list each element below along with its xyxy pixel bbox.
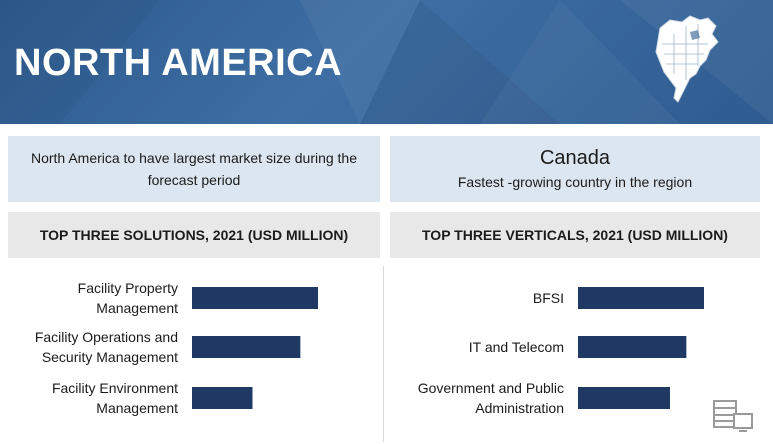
- bar-charts: Facility Property Management Facility Oper…: [35, 280, 704, 416]
- solutions-category-label-0-1: Management: [96, 300, 178, 316]
- verticals-category-label-0-0: BFSI: [533, 290, 564, 306]
- solutions-category-label-1-0: Facility Operations and: [35, 329, 178, 345]
- country-box: Canada Fastest -growing country in the r…: [390, 136, 760, 202]
- verticals-category-label-2-0: Government and Public: [418, 380, 564, 396]
- solutions-bar-2: [192, 387, 253, 409]
- country-name: Canada: [539, 147, 611, 169]
- chart-divider: [383, 266, 384, 442]
- solutions-chart-title: TOP THREE SOLUTIONS, 2021 (USD MILLION): [39, 227, 349, 243]
- solutions-bar-1: [192, 336, 301, 358]
- solutions-category-label-2-0: Facility Environment: [52, 380, 178, 396]
- north-america-map-icon: [655, 15, 719, 103]
- banner-pattern: [0, 0, 773, 124]
- solutions-bar-0: [192, 287, 318, 309]
- verticals-bar-1: [578, 336, 687, 358]
- verticals-title-box: TOP THREE VERTICALS, 2021 (USD MILLION): [390, 212, 760, 258]
- solutions-category-label-0-0: Facility Property: [78, 280, 178, 296]
- solutions-category-label-2-1: Management: [96, 400, 178, 416]
- country-subtitle: Fastest -growing country in the region: [457, 174, 693, 190]
- verticals-bar-0: [578, 287, 704, 309]
- solutions-title-box: TOP THREE SOLUTIONS, 2021 (USD MILLION): [8, 212, 380, 258]
- verticals-category-label-1-0: IT and Telecom: [469, 339, 564, 355]
- header-banner: NORTH AMERICA: [0, 0, 773, 124]
- summary-box: North America to have largest market siz…: [8, 136, 380, 202]
- solutions-category-label-1-1: Security Management: [42, 349, 178, 365]
- verticals-bar-2: [578, 387, 670, 409]
- table-icon: [713, 400, 753, 432]
- summary-line-2: forecast period: [147, 172, 241, 188]
- summary-line-1: North America to have largest market siz…: [30, 150, 358, 166]
- verticals-chart-title: TOP THREE VERTICALS, 2021 (USD MILLION): [422, 227, 728, 243]
- page-title: NORTH AMERICA: [14, 42, 343, 84]
- verticals-category-label-2-1: Administration: [475, 400, 564, 416]
